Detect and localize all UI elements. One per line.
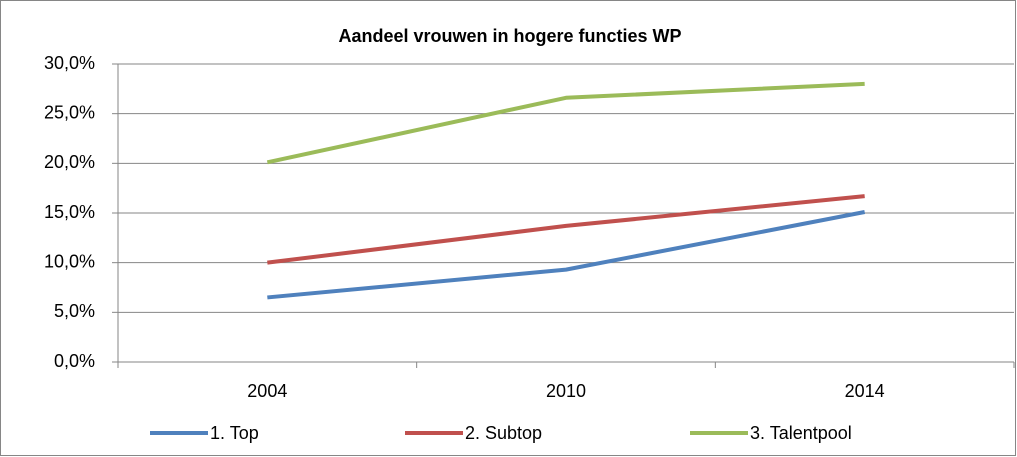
legend-label: 1. Top xyxy=(210,423,259,443)
series-line xyxy=(266,81,865,165)
y-tick-label: 25,0% xyxy=(44,102,95,122)
series-line xyxy=(267,194,865,265)
legend-label: 3. Talentpool xyxy=(750,423,852,443)
y-tick-label: 30,0% xyxy=(44,53,95,73)
y-tick-label: 20,0% xyxy=(44,152,95,172)
y-tick-label: 5,0% xyxy=(54,301,95,321)
y-tick-label: 0,0% xyxy=(54,351,95,371)
y-tick-label: 10,0% xyxy=(44,251,95,271)
legend-label: 2. Subtop xyxy=(465,423,542,443)
y-tick-label: 15,0% xyxy=(44,202,95,222)
chart-title: Aandeel vrouwen in hogere functies WP xyxy=(338,26,681,46)
x-tick-label: 2010 xyxy=(546,381,586,401)
series-line xyxy=(267,210,866,300)
x-tick-label: 2014 xyxy=(845,381,885,401)
x-tick-label: 2004 xyxy=(247,381,287,401)
